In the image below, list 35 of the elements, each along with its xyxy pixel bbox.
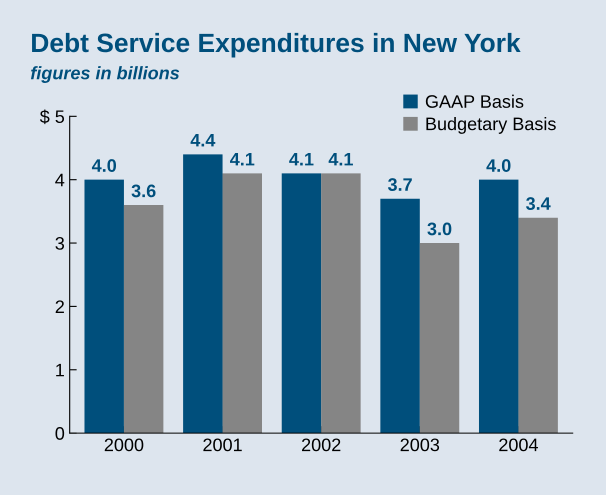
chart-subtitle: figures in billions: [30, 66, 180, 83]
data-label: 3.4: [526, 197, 551, 210]
bar: [321, 173, 361, 434]
y-tick-label: 0: [55, 427, 64, 440]
legend-label: GAAP Basis: [426, 94, 524, 108]
data-label: 4.0: [92, 159, 116, 172]
bar: [380, 198, 420, 434]
data-label: 4.1: [289, 153, 314, 166]
bar: [84, 180, 124, 434]
data-label: 3.6: [132, 184, 156, 198]
bar: [282, 173, 322, 434]
y-tick-label: 2: [56, 300, 64, 313]
bar: [420, 243, 460, 434]
x-tick-label: 2002: [302, 438, 340, 452]
data-label: 3.0: [427, 222, 452, 236]
x-tick-label: 2003: [400, 438, 440, 452]
data-label: 4.1: [230, 153, 254, 166]
x-tick-label: 2004: [499, 438, 538, 452]
x-tick-label: 2000: [104, 438, 144, 452]
y-tick-label: 4: [55, 174, 64, 186]
data-label: 3.7: [388, 178, 412, 191]
y-tick-label: 1: [56, 364, 64, 376]
data-label: 4.0: [486, 159, 511, 172]
bar: [222, 173, 262, 434]
bar: [478, 180, 518, 434]
chart-title: Debt Service Expenditures in New York: [32, 32, 521, 58]
y-tick-label: 3: [55, 236, 64, 250]
x-tick-label: 2001: [203, 438, 242, 452]
y-tick-label: $ 5: [40, 110, 64, 124]
data-label: 4.4: [190, 134, 216, 146]
bar: [518, 218, 558, 434]
legend-label: Budgetary Basis: [426, 117, 556, 134]
bar: [124, 205, 164, 434]
data-label: 4.1: [328, 153, 353, 166]
bar: [183, 154, 223, 434]
